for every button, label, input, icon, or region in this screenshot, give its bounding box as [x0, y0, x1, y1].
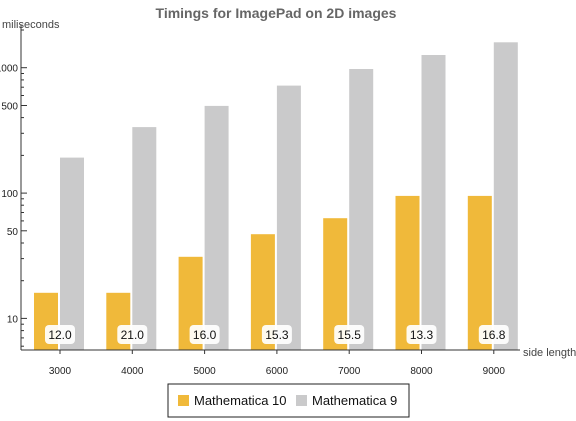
ratio-label-background	[117, 325, 148, 344]
x-tick-label-8000: 8000	[410, 366, 433, 377]
y-tick-label-1000: 1000	[0, 64, 18, 75]
x-tick-label-6000: 6000	[266, 366, 289, 377]
ratio-label-background	[45, 325, 75, 344]
ratio-label-8000: 13.3	[406, 325, 437, 344]
x-tick-label-4000: 4000	[121, 366, 144, 377]
bar-mathematica-9-5000	[204, 105, 229, 351]
y-axis-label: miliseconds	[2, 19, 60, 31]
y-tick-label-50: 50	[7, 227, 19, 238]
ratio-label-text: 16.8	[482, 328, 506, 342]
ratio-label-6000: 15.3	[261, 325, 292, 344]
legend-label-mathematica-9: Mathematica 9	[312, 393, 397, 408]
ratio-label-7000: 15.5	[334, 325, 365, 344]
ratio-label-4000: 21.0	[117, 325, 148, 344]
x-tick-label-5000: 5000	[193, 366, 216, 377]
legend-swatch-mathematica-9	[296, 395, 307, 406]
legend-frame	[167, 383, 410, 418]
bar-mathematica-9-3000	[60, 157, 84, 350]
bar-mathematica-9-8000	[421, 55, 446, 350]
ratio-label-text: 16.0	[193, 328, 217, 342]
ratio-label-text: 13.3	[410, 328, 434, 342]
ratio-label-text: 15.3	[265, 328, 289, 342]
bar-mathematica-10-9000	[467, 195, 492, 350]
ratio-labels-group: 12.0 21.0 16.0 15.3 15.5 13.3 16.8	[45, 325, 509, 344]
axes-group: 3000 4000 5000 6000 7000 8000 9000 10 50 100 500 10…	[0, 25, 520, 377]
ratio-label-text: 21.0	[121, 328, 145, 342]
x-tick-label-7000: 7000	[338, 366, 361, 377]
bar-mathematica-9-4000	[132, 127, 157, 350]
y-tick-label-10: 10	[7, 314, 19, 325]
bar-mathematica-9-9000	[493, 42, 518, 351]
ratio-label-background	[189, 325, 220, 344]
ratio-label-text: 15.5	[338, 328, 362, 342]
ratio-label-background	[334, 325, 365, 344]
ratio-label-5000: 16.0	[189, 325, 220, 344]
ratio-label-9000: 16.8	[478, 325, 509, 344]
legend-label-mathematica-10: Mathematica 10	[194, 393, 287, 408]
ratio-label-text: 12.0	[48, 328, 72, 342]
y-tick-label-100: 100	[1, 189, 18, 200]
ratio-label-background	[261, 325, 292, 344]
ratio-label-3000: 12.0	[45, 325, 75, 344]
ratio-label-background	[478, 325, 509, 344]
y-tick-label-500: 500	[1, 102, 18, 113]
legend-swatch-mathematica-10	[178, 395, 189, 406]
x-tick-label-9000: 9000	[483, 366, 506, 377]
x-tick-label-3000: 3000	[49, 366, 72, 377]
legend: Mathematica 10 Mathematica 9	[167, 383, 410, 418]
chart-title: Timings for ImagePad on 2D images	[156, 5, 397, 21]
bar-mathematica-9-7000	[349, 69, 374, 350]
x-axis-label: side length	[523, 347, 576, 359]
bar-mathematica-9-6000	[276, 85, 301, 350]
ratio-label-background	[406, 325, 437, 344]
bars-group	[34, 42, 518, 351]
bar-mathematica-10-8000	[395, 195, 420, 350]
